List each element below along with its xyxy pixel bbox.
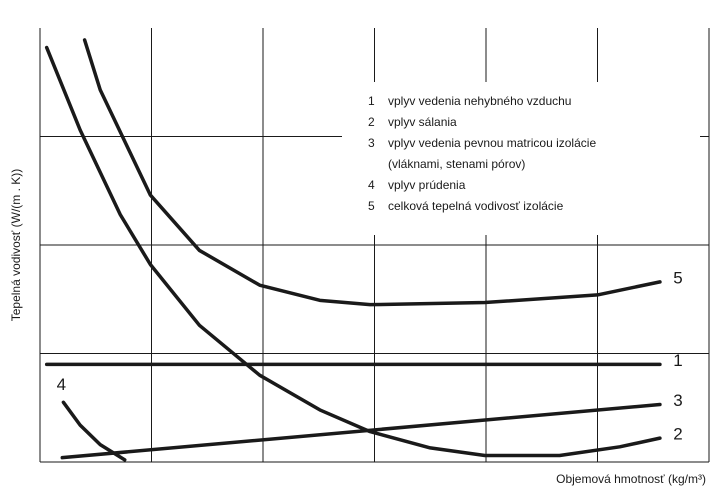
series-line [82, 38, 662, 307]
series-label: 2 [673, 425, 682, 444]
series-line [60, 402, 662, 460]
x-axis-label: Objemová hmotnosť (kg/m³) [556, 472, 706, 486]
series-label: 1 [673, 351, 682, 370]
legend-text: celková tepelná vodivosť izolácie [388, 199, 564, 213]
legend-number: 2 [368, 115, 375, 129]
series-label: 5 [673, 268, 682, 287]
legend-text: (vláknami, stenami pórov) [388, 157, 525, 171]
legend-text: vplyv prúdenia [388, 178, 466, 192]
series-label: 4 [57, 375, 66, 394]
series-label: 3 [673, 391, 682, 410]
legend-number: 5 [368, 199, 375, 213]
series-line [44, 45, 662, 458]
legend-number: 4 [368, 178, 375, 192]
y-axis-label: Tepelná vodivosť (W/(m . K)) [9, 169, 23, 322]
legend-text: vplyv sálania [388, 115, 457, 129]
legend-text: vplyv vedenia nehybného vzduchu [388, 94, 571, 108]
legend-box [342, 82, 700, 235]
legend-number: 3 [368, 136, 375, 150]
legend-number: 1 [368, 94, 375, 108]
legend-text: vplyv vedenia pevnou matricou izolácie [388, 136, 596, 150]
series-line [61, 400, 127, 462]
